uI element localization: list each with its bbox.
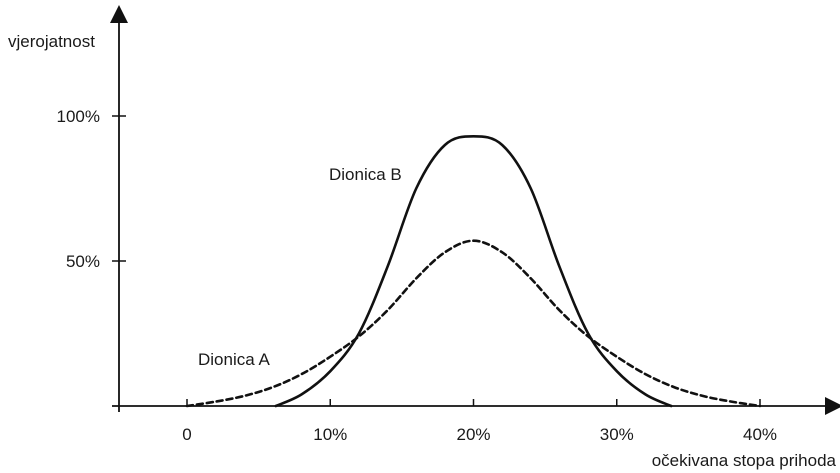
series-line-dionica-b	[274, 134, 673, 408]
x-axis-label: očekivana stopa prihoda	[652, 451, 837, 470]
x-tick-label: 30%	[600, 425, 634, 444]
y-tick-label: 100%	[57, 107, 100, 126]
y-ticks: 50% 100%	[57, 107, 126, 271]
series-line-dionica-a	[185, 239, 762, 408]
x-tick-label: 20%	[456, 425, 490, 444]
x-ticks: 0 10% 20% 30% 40%	[182, 399, 777, 444]
x-tick-label: 0	[182, 425, 191, 444]
series-label-dionica-b: Dionica B	[329, 165, 402, 184]
y-tick-label: 50%	[66, 252, 100, 271]
series-label-dionica-a: Dionica A	[198, 350, 270, 369]
x-tick-label: 10%	[313, 425, 347, 444]
y-axis-label: vjerojatnost	[8, 32, 95, 51]
series-layer	[185, 134, 762, 408]
x-tick-label: 40%	[743, 425, 777, 444]
